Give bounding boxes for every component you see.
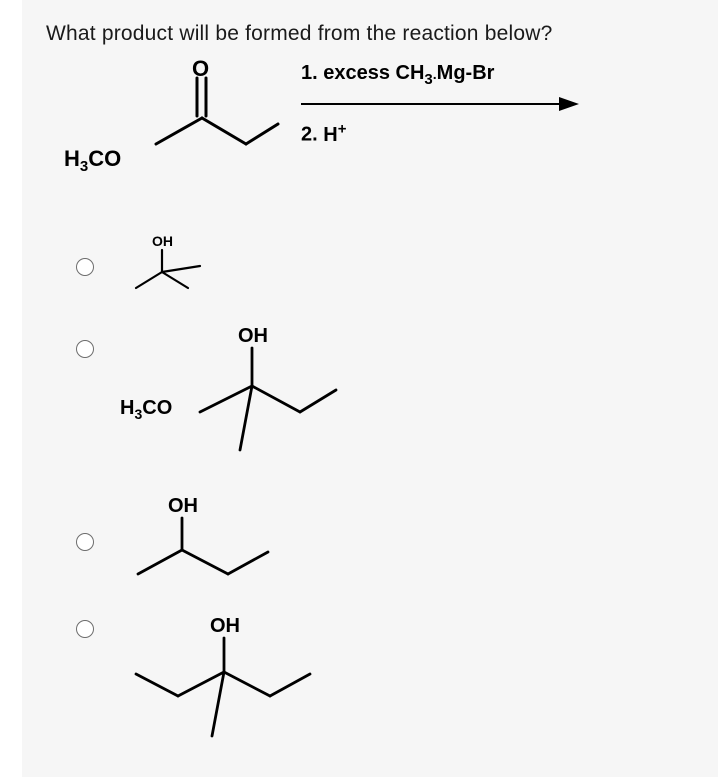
svg-text:OH: OH	[152, 233, 173, 249]
question-text: What product will be formed from the rea…	[46, 22, 694, 46]
option-d[interactable]: OH	[76, 612, 694, 752]
option-b[interactable]: OH H3CO	[76, 322, 694, 472]
radio-b[interactable]	[76, 340, 94, 358]
option-d-structure: OH	[120, 612, 340, 752]
condition-2: 2. H+	[301, 120, 581, 147]
label-o: O	[192, 56, 209, 81]
options-list: OH OH H3CO	[76, 232, 694, 752]
svg-text:OH: OH	[168, 495, 198, 517]
radio-d[interactable]	[76, 620, 94, 638]
radio-c[interactable]	[76, 533, 94, 551]
reaction-scheme: O H3CO 1. excess CH3.Mg-Br 2. H+	[46, 62, 694, 212]
svg-text:OH: OH	[238, 325, 268, 347]
label-h3co: H3CO	[64, 146, 121, 175]
reactant-structure: O H3CO	[50, 56, 280, 206]
reaction-arrow	[301, 94, 581, 114]
option-a-structure: OH	[120, 232, 230, 302]
option-c[interactable]: OH	[76, 492, 694, 592]
radio-a[interactable]	[76, 258, 94, 276]
svg-text:OH: OH	[210, 615, 240, 637]
option-a[interactable]: OH	[76, 232, 694, 302]
option-b-structure: OH H3CO	[120, 322, 350, 472]
option-c-structure: OH	[120, 492, 290, 592]
condition-1: 1. excess CH3.Mg-Br	[301, 62, 581, 88]
svg-text:H3CO: H3CO	[120, 397, 172, 422]
